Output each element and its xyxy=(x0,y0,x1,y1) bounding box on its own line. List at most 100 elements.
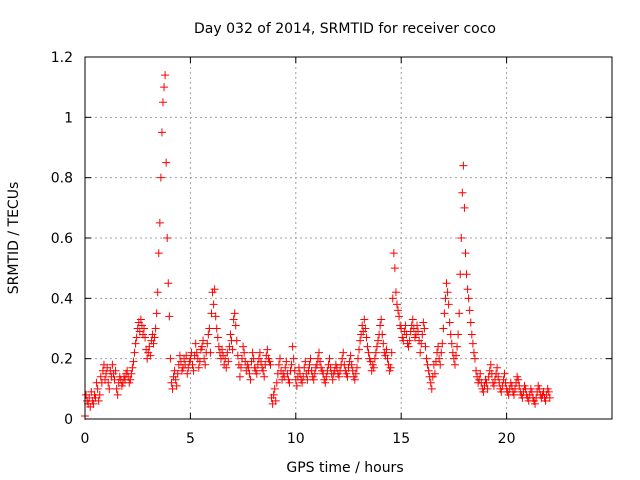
data-point xyxy=(157,128,166,137)
data-point xyxy=(89,399,98,408)
data-point xyxy=(379,339,388,348)
data-point xyxy=(360,315,369,324)
data-point xyxy=(314,348,323,357)
data-point xyxy=(151,324,160,333)
data-point xyxy=(340,360,349,369)
data-point xyxy=(346,351,355,360)
data-point xyxy=(206,348,215,357)
x-tick-label: 5 xyxy=(186,431,195,447)
data-point xyxy=(376,321,385,330)
data-point xyxy=(500,369,509,378)
data-point xyxy=(191,339,200,348)
data-point xyxy=(201,360,210,369)
data-point xyxy=(167,378,176,387)
data-point xyxy=(260,372,269,381)
data-point xyxy=(453,342,462,351)
data-point xyxy=(421,342,430,351)
data-point xyxy=(404,342,413,351)
data-point xyxy=(289,354,298,363)
data-point xyxy=(275,354,284,363)
data-point xyxy=(364,348,373,357)
data-point xyxy=(108,360,117,369)
data-point xyxy=(288,342,297,351)
data-point xyxy=(466,318,475,327)
data-point xyxy=(163,234,172,242)
data-point xyxy=(158,98,167,107)
data-point xyxy=(394,306,403,315)
data-point xyxy=(188,360,197,369)
ticks-layer: 0 5 10 15 20 0 0.2 0.4 0.6 0.8 1 1.2 xyxy=(51,50,612,447)
y-tick-label: 0.8 xyxy=(51,171,73,187)
data-point xyxy=(438,339,447,348)
data-point xyxy=(239,342,248,351)
y-tick-label: 0 xyxy=(64,412,73,428)
data-point xyxy=(213,333,222,342)
data-point xyxy=(240,348,249,357)
data-point xyxy=(165,312,174,321)
data-point xyxy=(389,249,398,258)
data-point xyxy=(207,309,216,318)
data-point xyxy=(545,393,554,402)
data-point xyxy=(363,342,372,351)
data-point xyxy=(446,330,455,339)
data-point xyxy=(224,357,233,366)
data-point xyxy=(434,342,443,351)
data-point xyxy=(228,345,237,354)
data-point xyxy=(321,378,330,387)
data-point xyxy=(352,363,361,372)
data-point xyxy=(328,375,337,384)
data-point xyxy=(200,354,209,363)
data-point xyxy=(443,288,452,297)
data-point xyxy=(465,306,474,315)
y-tick-label: 1 xyxy=(64,110,73,126)
data-point xyxy=(136,315,145,324)
data-point xyxy=(233,351,242,360)
data-point xyxy=(270,384,279,393)
data-point xyxy=(347,360,356,369)
data-point xyxy=(252,369,261,378)
data-point xyxy=(93,384,102,393)
data-point xyxy=(377,315,386,324)
data-point xyxy=(152,309,161,318)
data-point xyxy=(160,83,169,92)
data-point xyxy=(424,366,433,375)
data-point xyxy=(353,354,362,363)
data-point xyxy=(248,348,257,357)
data-point xyxy=(140,324,149,333)
data-point xyxy=(531,399,540,408)
data-point xyxy=(468,339,477,348)
x-axis-label: GPS time / hours xyxy=(286,460,403,476)
data-point xyxy=(402,330,411,339)
data-point xyxy=(146,351,155,360)
data-point xyxy=(395,312,404,321)
data-point xyxy=(467,330,476,339)
data-point xyxy=(437,348,446,357)
data-point xyxy=(455,309,464,318)
data-point xyxy=(414,327,423,336)
data-point xyxy=(461,249,470,258)
data-point xyxy=(469,348,478,357)
data-point xyxy=(457,234,466,242)
data-point xyxy=(257,357,266,366)
data-point xyxy=(95,390,104,399)
data-point xyxy=(417,339,426,348)
data-point xyxy=(204,330,213,339)
data-point xyxy=(281,363,290,372)
data-point xyxy=(489,381,498,390)
data-point xyxy=(195,357,204,366)
data-point xyxy=(422,354,431,363)
data-point xyxy=(544,387,553,396)
y-tick-label: 0.2 xyxy=(51,352,73,368)
data-point xyxy=(150,333,159,342)
data-point xyxy=(369,363,378,372)
data-point xyxy=(372,342,381,351)
data-point xyxy=(129,357,138,366)
x-tick-label: 0 xyxy=(81,431,90,447)
data-point xyxy=(290,366,299,375)
x-tick-label: 10 xyxy=(287,431,305,447)
data-point xyxy=(390,264,399,273)
data-point xyxy=(161,71,170,80)
data-point xyxy=(212,324,221,333)
data-point xyxy=(194,363,203,372)
data-point xyxy=(271,396,280,405)
